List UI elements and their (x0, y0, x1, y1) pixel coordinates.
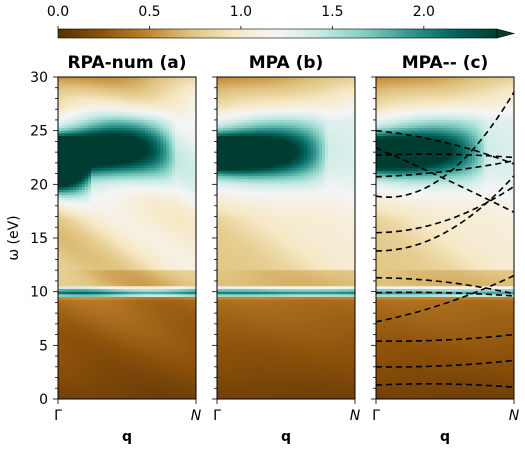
heatmap (58, 77, 197, 400)
panel-title: RPA-num (a) (67, 53, 186, 73)
colorbar-ticks: 0.0 0.5 1.0 1.5 2.0 (47, 4, 435, 29)
colorbar-tick-label: 0.0 (47, 4, 69, 20)
colorbar-extension (497, 29, 514, 38)
colorbar-tick-label: 0.5 (138, 4, 160, 20)
colorbar-tick-label: 1.5 (321, 4, 343, 20)
colorbar: 0.0 0.5 1.0 1.5 2.0 (47, 4, 514, 38)
colorbar-tick-label: 1.0 (230, 4, 252, 20)
colorbar-gradient (58, 29, 497, 38)
colorbar-tick-label: 2.0 (413, 4, 435, 20)
